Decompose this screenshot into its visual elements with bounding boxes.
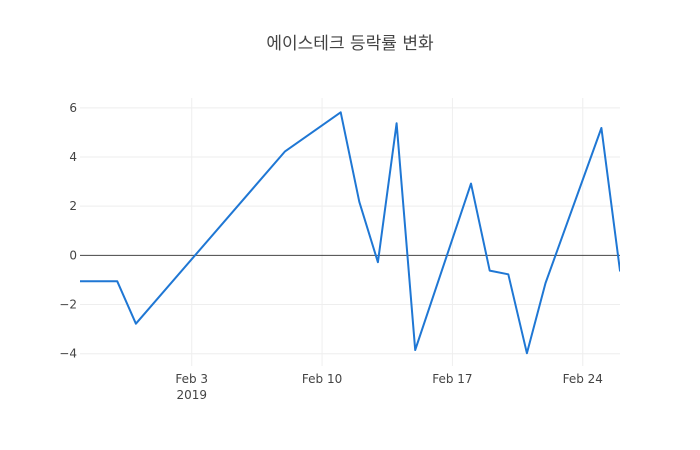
x-tick-label: Feb 17: [432, 372, 472, 386]
y-tick-label: −2: [59, 298, 77, 312]
y-tick-label: 4: [69, 150, 77, 164]
x-tick-label: Feb 24: [563, 372, 603, 386]
y-tick-label: 2: [69, 199, 77, 213]
x-tick-label: Feb 10: [302, 372, 342, 386]
y-tick-label: −4: [59, 347, 77, 361]
y-tick-label: 0: [69, 248, 77, 262]
y-tick-label: 6: [69, 101, 77, 115]
x-tick-label: Feb 3: [175, 372, 208, 386]
axes: Feb 3 2019 Feb 10 Feb 17 Feb 24 −4 −2 0 2 4 6: [59, 101, 603, 402]
x-tick-year-label: 2019: [176, 388, 207, 402]
series-layer: [80, 111, 620, 355]
series-line: [80, 111, 620, 355]
gridlines: [80, 98, 620, 366]
chart-title: 에이스테크 등락률 변화: [266, 34, 434, 54]
